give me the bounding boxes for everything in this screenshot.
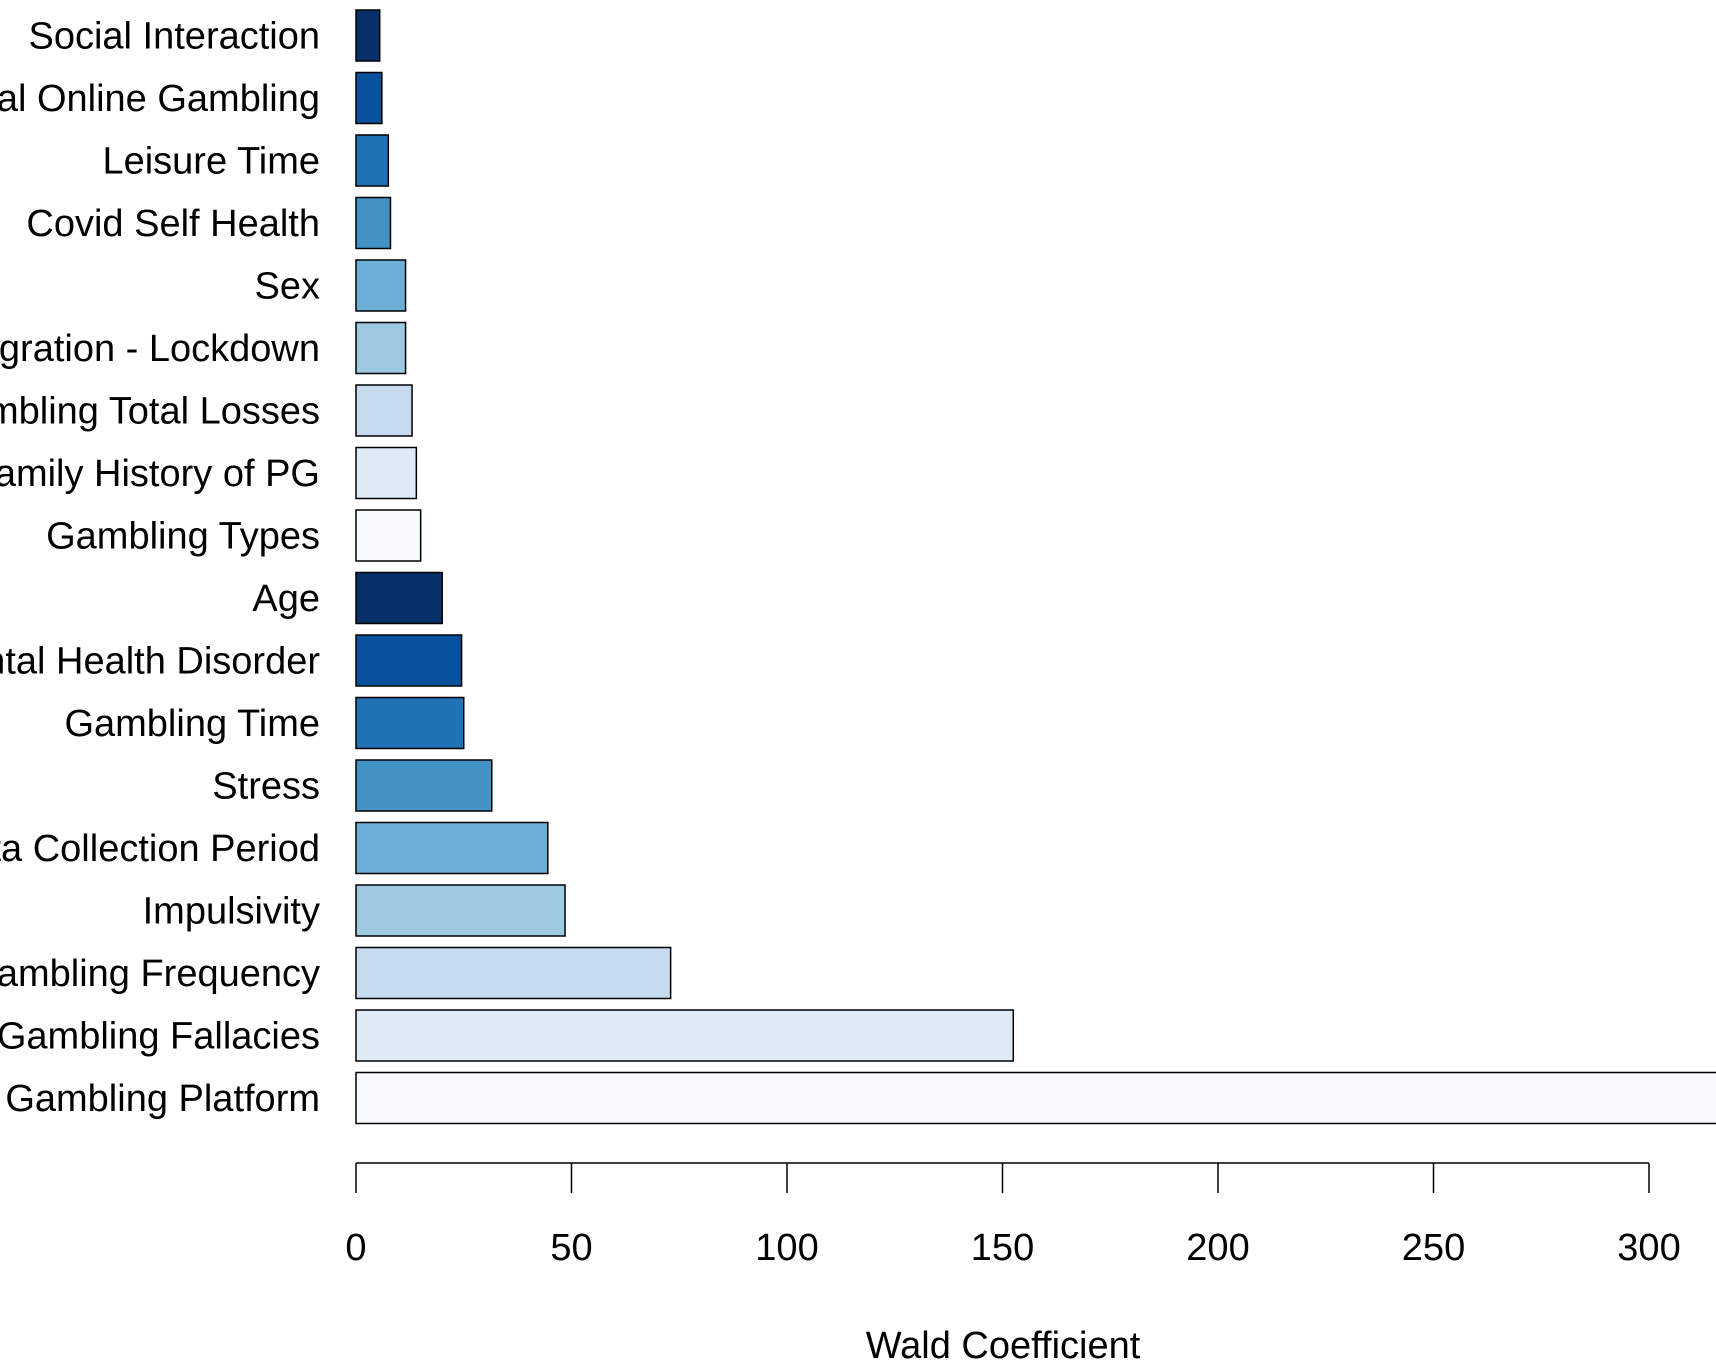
bars-layer	[355, 9, 1716, 1125]
category-label: Gambling Total Losses	[0, 391, 320, 433]
category-label: Gambling Fallacies	[0, 1016, 320, 1058]
category-label: Gambling Types	[46, 516, 320, 558]
x-tick-label: 300	[1617, 1227, 1680, 1269]
category-label: Gambling Time	[64, 703, 320, 745]
category-label: Data Collection Period	[0, 828, 320, 870]
bar-impulsivity	[355, 884, 566, 937]
bar-family-history-of-pg	[355, 446, 418, 500]
x-tick-label: 250	[1402, 1227, 1465, 1269]
bar-sex	[355, 259, 407, 312]
category-label: Age	[252, 578, 320, 620]
category-label: Covid Self Health	[26, 203, 320, 245]
category-label: Impulsivity	[143, 891, 320, 933]
category-label: Gambling Frequency	[0, 953, 320, 995]
category-label: Gambling Platform	[5, 1078, 320, 1120]
category-label: Social Interaction	[29, 16, 321, 58]
category-label: Legal Online Gambling	[0, 78, 320, 120]
bar-leisure-time	[355, 134, 390, 187]
bar-stress	[355, 759, 493, 812]
bar-migration-lockdown	[355, 321, 407, 375]
bar-data-collection-period	[355, 821, 549, 875]
x-tick-label: 0	[345, 1227, 366, 1269]
x-tick-label: 100	[755, 1227, 818, 1269]
x-tick-label: 50	[550, 1227, 592, 1269]
x-axis-title: Wald Coefficient	[866, 1325, 1141, 1366]
bar-gambling-time	[355, 696, 465, 750]
x-tick-label: 200	[1186, 1227, 1249, 1269]
category-label: Sex	[255, 266, 320, 308]
category-label: Stress	[212, 766, 320, 808]
bar-legal-online-gambling	[355, 71, 383, 125]
category-label: Leisure Time	[102, 141, 320, 183]
bar-gambling-fallacies	[355, 1009, 1015, 1062]
category-label: Mental Health Disorder	[0, 641, 320, 683]
bar-age	[355, 571, 443, 625]
category-labels: Social Interaction Legal Online Gambling L…	[0, 16, 320, 1121]
bar-covid-self-health	[355, 196, 392, 250]
bar-gambling-frequency	[355, 946, 672, 1000]
bar-gambling-platform	[355, 1071, 1716, 1125]
x-axis: 0 50 100 150 200 250 300	[345, 1162, 1681, 1269]
bar-social-interaction	[355, 9, 381, 62]
bar-gambling-types	[355, 509, 422, 562]
bar-mental-health-disorder	[355, 634, 463, 687]
x-tick-label: 150	[971, 1227, 1034, 1269]
category-label: Family History of PG	[0, 453, 320, 495]
bar-gambling-total-losses	[355, 384, 413, 437]
category-label: Migration - Lockdown	[0, 328, 320, 370]
